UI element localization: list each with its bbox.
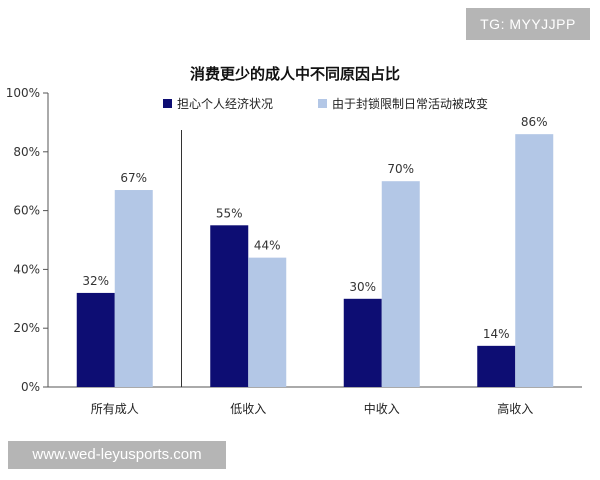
bar-lockdown-change-1	[248, 257, 287, 387]
site-watermark: www.wed-leyusports.com	[8, 441, 226, 469]
data-label: 67%	[120, 171, 147, 185]
data-label: 86%	[521, 115, 548, 129]
legend-label: 由于封锁限制日常活动被改变	[332, 96, 488, 111]
legend-swatch	[318, 99, 327, 108]
x-tick-label: 高收入	[497, 401, 533, 416]
y-tick-label: 0%	[21, 380, 40, 394]
chart-labels: 32% 67% 所有成人 55% 44% 低收入 30% 70% 中收入 14% 86% 高收入	[82, 115, 547, 416]
chart-bars	[76, 134, 554, 387]
data-label: 30%	[349, 280, 376, 294]
y-tick-label: 40%	[13, 262, 40, 276]
x-tick-label: 中收入	[364, 401, 400, 416]
chart-axes: 0% 20% 40% 60% 80% 100%	[6, 86, 582, 394]
data-label: 44%	[254, 239, 281, 253]
bar-lockdown-change-3	[515, 134, 554, 387]
bar-economic-worry-2	[343, 298, 382, 387]
y-tick-label: 20%	[13, 321, 40, 335]
bar-lockdown-change-2	[381, 181, 420, 387]
chart-title: 消费更少的成人中不同原因占比	[190, 65, 400, 83]
legend-swatch	[163, 99, 172, 108]
x-tick-label: 低收入	[230, 402, 266, 416]
y-tick-label: 80%	[13, 145, 40, 159]
legend-label: 担心个人经济状况	[177, 96, 273, 111]
bar-economic-worry-3	[477, 345, 516, 387]
bar-economic-worry-1	[210, 225, 249, 387]
data-label: 55%	[216, 206, 243, 220]
bar-economic-worry-0	[76, 292, 115, 387]
bar-lockdown-change-0	[114, 190, 153, 387]
data-label: 70%	[387, 162, 414, 176]
data-label: 32%	[82, 274, 109, 288]
x-tick-label: 所有成人	[91, 402, 139, 416]
y-tick-label: 100%	[6, 86, 40, 100]
tg-watermark: TG: MYYJJPP	[466, 8, 590, 40]
chart-legend: 担心个人经济状况 由于封锁限制日常活动被改变	[163, 96, 488, 111]
y-tick-label: 60%	[13, 204, 40, 218]
data-label: 14%	[483, 327, 510, 341]
